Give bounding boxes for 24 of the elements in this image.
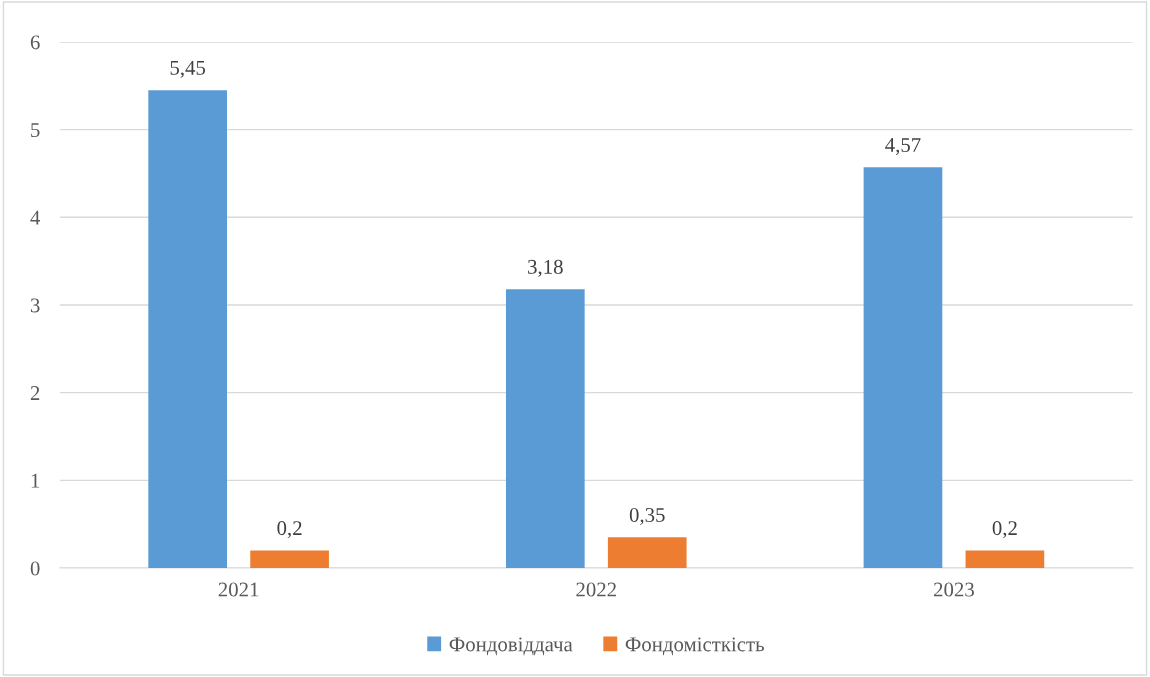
data-label: 5,45 (170, 60, 206, 78)
data-label: 0,35 (629, 507, 665, 525)
y-tick-label: 4 (30, 210, 41, 225)
data-label: 0,2 (992, 521, 1017, 539)
bar (250, 550, 329, 568)
y-tick-label: 5 (31, 123, 40, 138)
y-tick-label: 3 (30, 298, 40, 313)
bar (148, 90, 227, 568)
data-label: 4,57 (885, 138, 921, 155)
y-tick-label: 6 (30, 35, 40, 50)
data-label: 3,18 (528, 259, 563, 277)
data-label: 0,2 (277, 521, 302, 539)
legend-label: Фондомісткість (625, 637, 764, 656)
x-tick-label: 2021 (218, 582, 259, 597)
bar (505, 289, 585, 568)
y-tick-label: 0 (30, 561, 40, 576)
y-tick-label: 2 (30, 386, 40, 400)
x-tick-label: 2023 (934, 582, 974, 597)
bar (863, 167, 943, 568)
bar (965, 550, 1045, 568)
bar (607, 537, 687, 568)
legend-label: Фондовіддача (449, 637, 573, 656)
x-tick-label: 2022 (576, 582, 616, 597)
y-tick-label: 1 (31, 473, 40, 488)
